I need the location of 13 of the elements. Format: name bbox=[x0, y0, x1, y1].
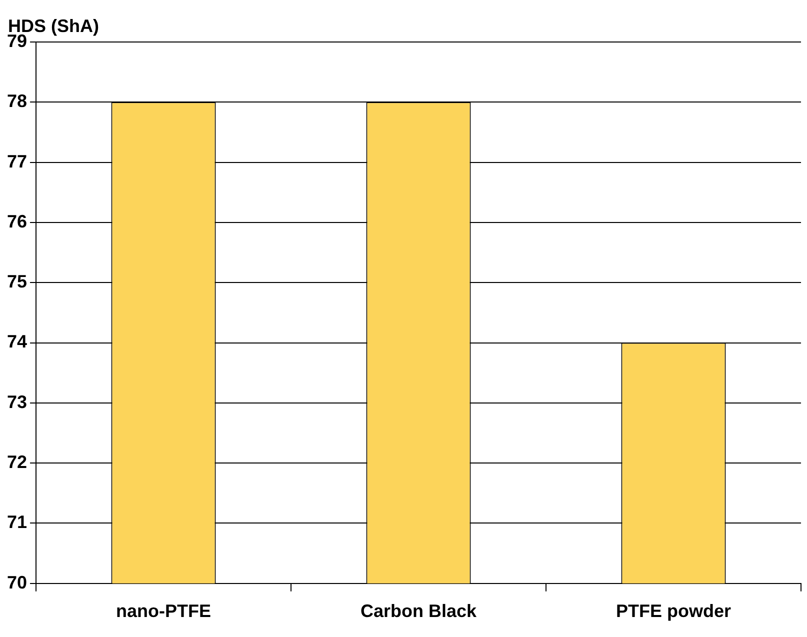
y-tick-label: 72 bbox=[6, 452, 28, 472]
y-tick-label: 75 bbox=[6, 272, 28, 292]
y-tick-label: 73 bbox=[6, 392, 28, 412]
x-tick-label: PTFE powder bbox=[616, 601, 732, 622]
y-tick-label: 71 bbox=[6, 512, 28, 532]
x-tick-label: nano-PTFE bbox=[116, 601, 212, 622]
y-tick-label: 79 bbox=[6, 30, 28, 51]
y-tick-label: 76 bbox=[6, 211, 28, 232]
y-tick-label: 70 bbox=[6, 572, 28, 592]
x-tick-label: Carbon Black bbox=[360, 601, 478, 622]
y-tick-label: 78 bbox=[6, 91, 28, 112]
y-tick-label: 77 bbox=[6, 151, 28, 172]
y-tick-label: 74 bbox=[6, 332, 28, 352]
